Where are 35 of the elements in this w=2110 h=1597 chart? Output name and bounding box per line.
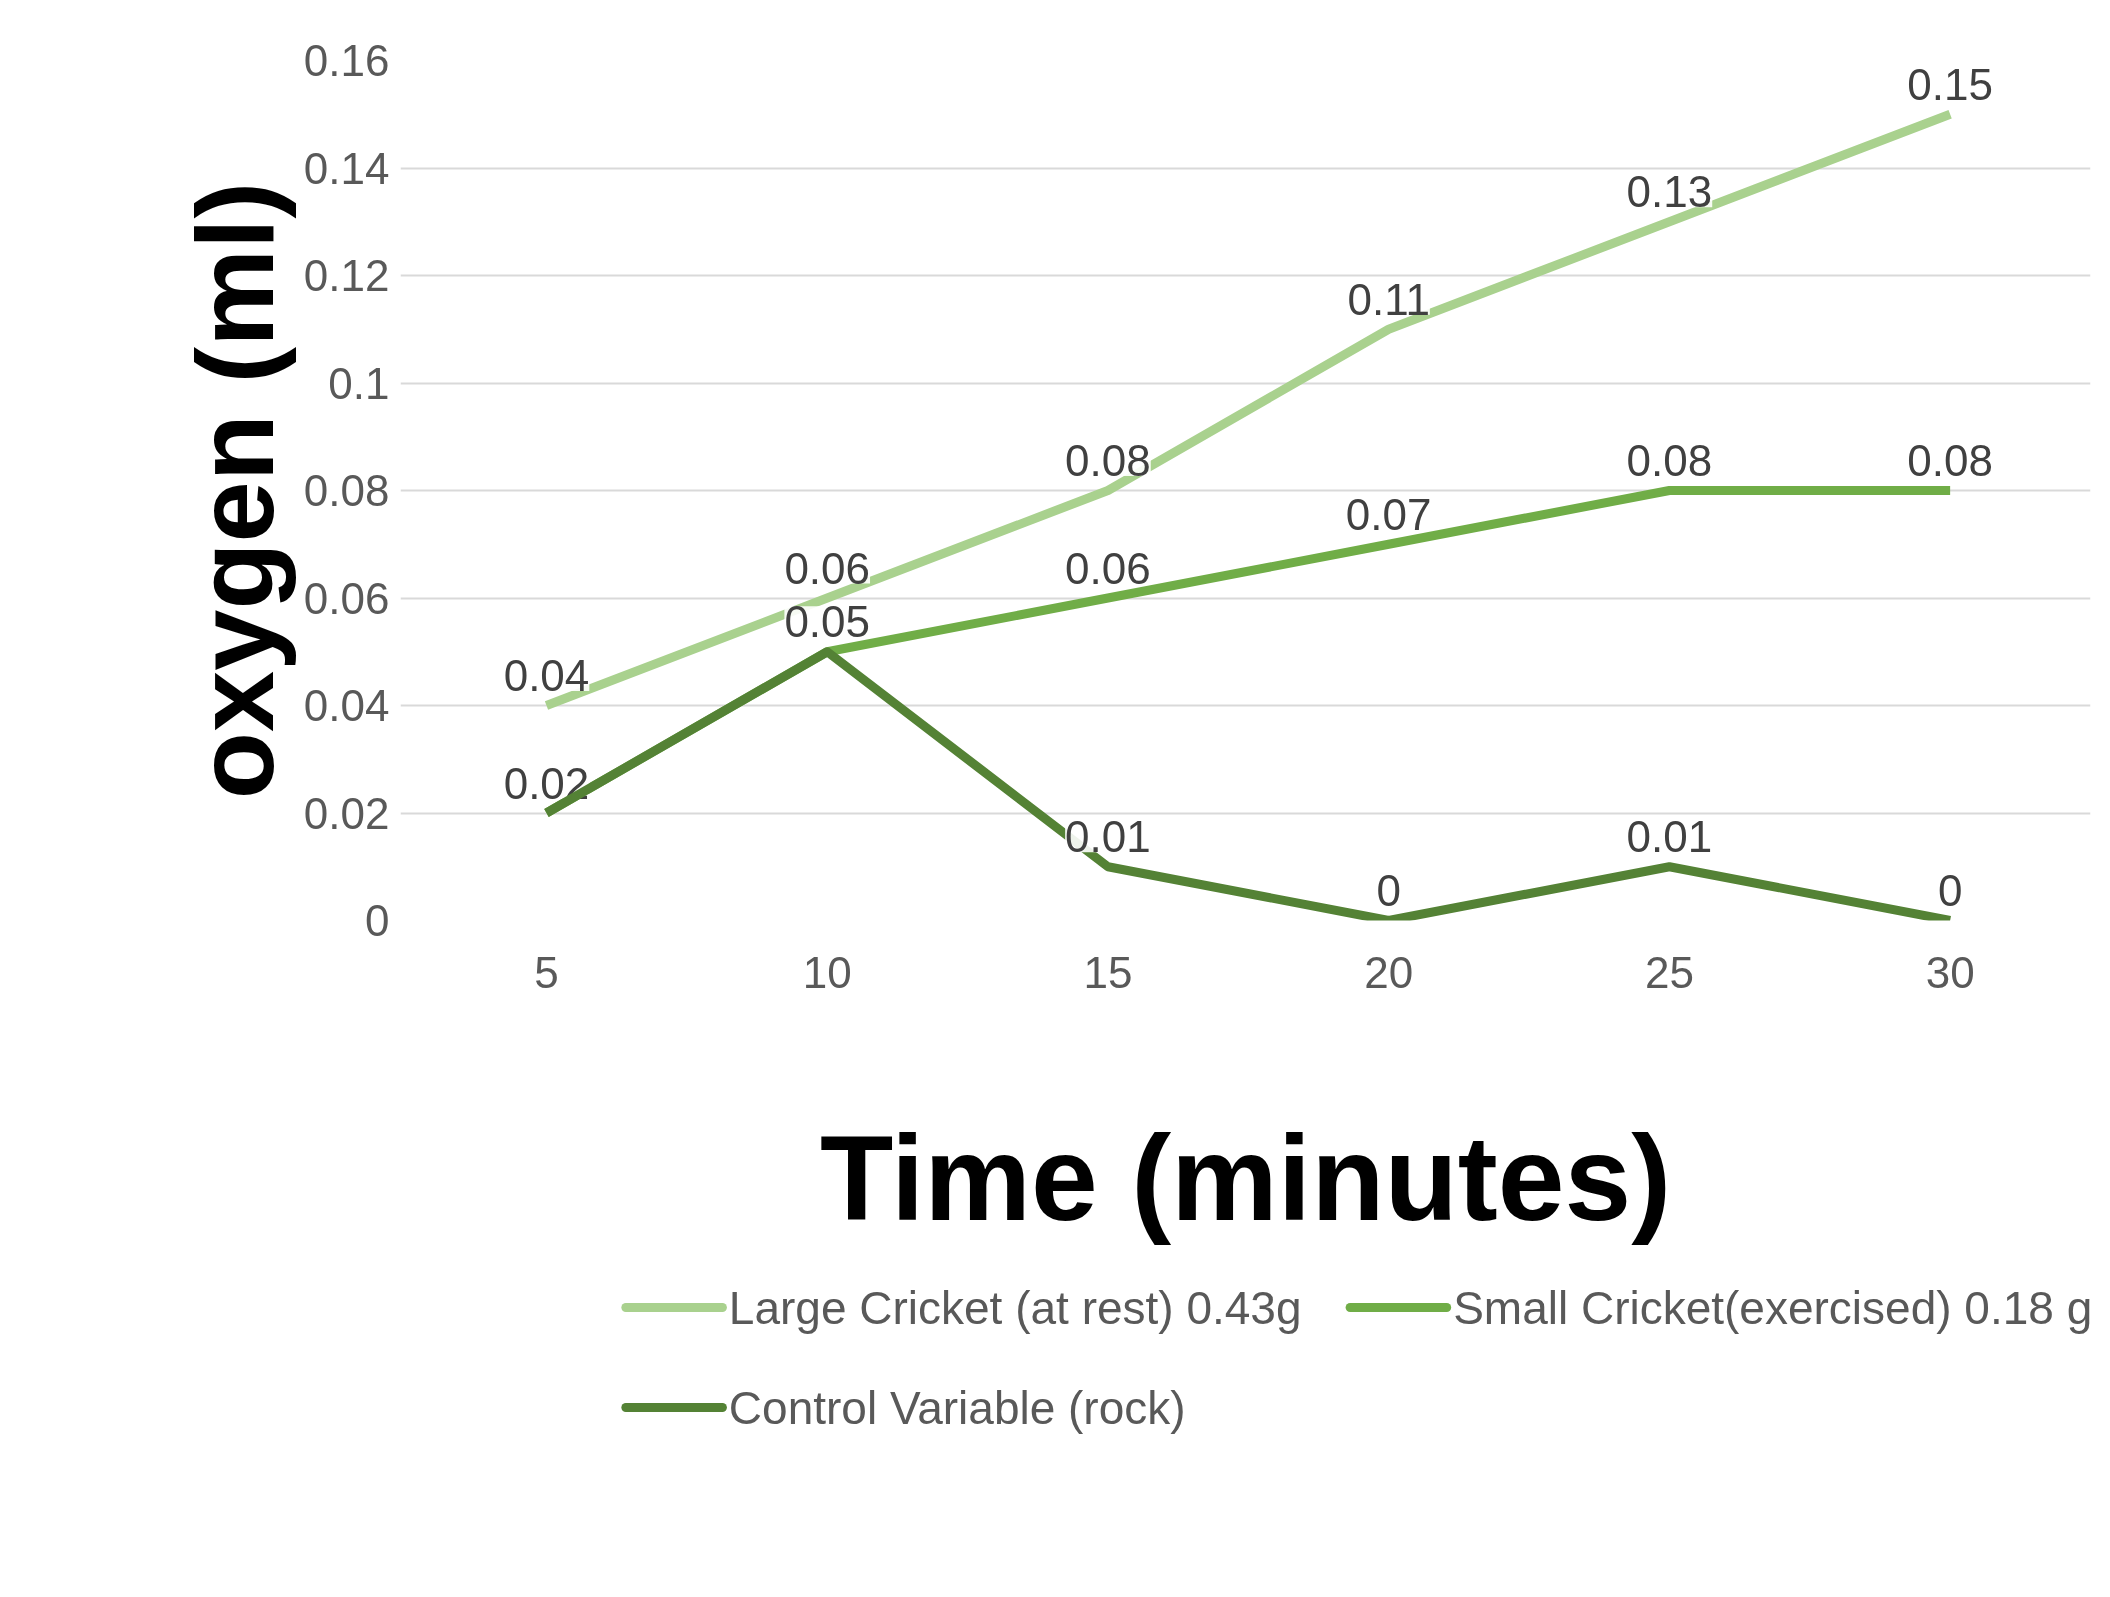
legend-label: Large Cricket (at rest) 0.43g <box>728 1281 1302 1334</box>
y-axis-title: oxygen (ml) <box>172 181 296 800</box>
data-label: 0.11 <box>1347 274 1430 324</box>
data-label: 0.08 <box>1065 436 1151 485</box>
data-label: 0.08 <box>1626 436 1713 485</box>
y-tick-label: 0.08 <box>303 466 390 515</box>
x-tick-label: 15 <box>1083 947 1133 997</box>
x-tick-label: 20 <box>1364 947 1414 997</box>
data-label: 0.05 <box>784 597 871 647</box>
data-label: 0.13 <box>1626 167 1713 217</box>
y-tick-label: 0.12 <box>303 251 390 300</box>
data-label: 0.15 <box>1907 59 1993 109</box>
legend-label: Control Variable (rock) <box>728 1381 1186 1434</box>
data-label: 0.04 <box>503 651 590 700</box>
y-tick-label: 0.04 <box>303 681 390 730</box>
y-tick-label: 0.1 <box>328 358 390 408</box>
data-label: 0.01 <box>1065 812 1151 862</box>
data-label: 0.06 <box>784 543 871 593</box>
legend-label: Small Cricket(exercised) 0.18 g <box>1453 1281 2093 1334</box>
x-tick-label: 30 <box>1925 947 1975 997</box>
data-label: 0.07 <box>1345 489 1432 539</box>
y-tick-label: 0.16 <box>303 36 390 85</box>
x-axis-title: Time (minutes) <box>819 1110 1672 1245</box>
x-tick-label: 10 <box>802 947 852 997</box>
y-tick-label: 0.02 <box>303 788 390 838</box>
x-tick-label: 25 <box>1644 947 1694 997</box>
y-tick-label: 0 <box>365 896 390 945</box>
data-label: 0.01 <box>1626 812 1713 862</box>
data-label: 0.08 <box>1907 436 1993 485</box>
data-label: 0.06 <box>1065 543 1151 593</box>
y-tick-label: 0.14 <box>303 143 390 193</box>
y-tick-label: 0.06 <box>303 573 390 623</box>
data-label: 0 <box>1376 866 1401 915</box>
data-label: 0 <box>1937 866 1963 915</box>
x-tick-label: 5 <box>534 947 559 997</box>
